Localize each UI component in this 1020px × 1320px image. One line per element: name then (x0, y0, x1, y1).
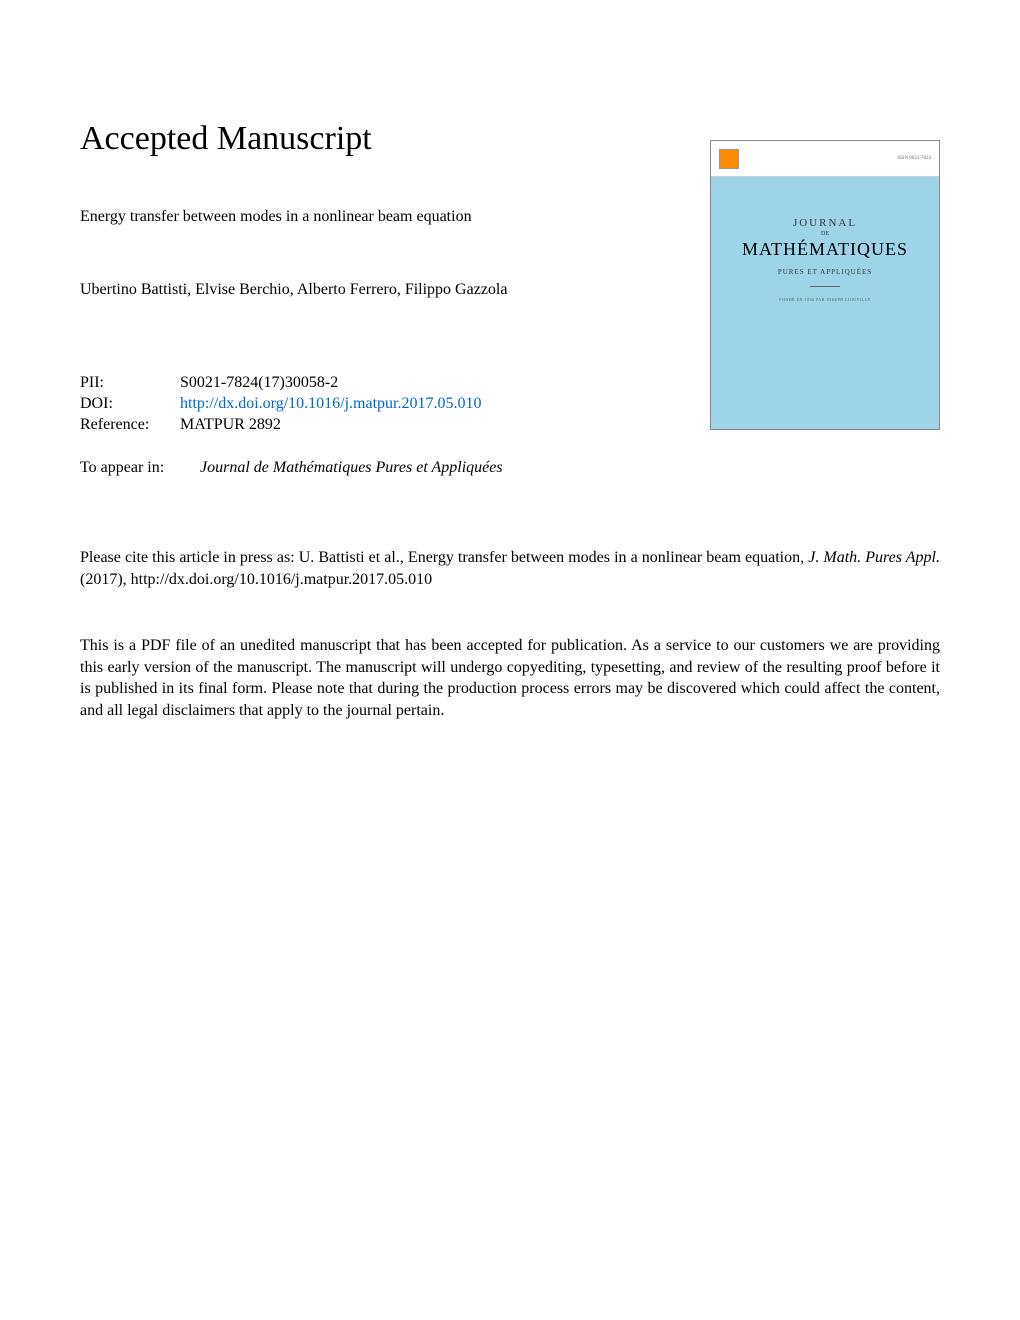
accepted-manuscript-heading: Accepted Manuscript (80, 120, 670, 158)
cover-journal-title: MATHÉMATIQUES (721, 239, 929, 260)
cover-subtitle: PURES ET APPLIQUÉES (721, 268, 929, 276)
pii-value: S0021-7824(17)30058-2 (180, 374, 670, 392)
to-appear-value: Journal de Mathématiques Pures et Appliq… (200, 459, 503, 477)
cover-header: ISSN 0021-7824 (711, 141, 939, 177)
cover-de: DE (721, 231, 929, 237)
citation-journal: J. Math. Pures Appl. (808, 549, 940, 566)
reference-label: Reference: (80, 416, 180, 434)
to-appear-label: To appear in: (80, 459, 200, 477)
cover-founded-text: FONDÉ EN 1836 PAR JOSEPH LIOUVILLE (721, 297, 929, 302)
authors-line: Ubertino Battisti, Elvise Berchio, Alber… (80, 281, 670, 299)
metadata-table: PII: S0021-7824(17)30058-2 DOI: http://d… (80, 374, 670, 434)
citation-suffix: (2017), http://dx.doi.org/10.1016/j.matp… (80, 571, 432, 588)
doi-link[interactable]: http://dx.doi.org/10.1016/j.matpur.2017.… (180, 395, 670, 413)
disclaimer-text: This is a PDF file of an unedited manusc… (80, 635, 940, 721)
doi-row: DOI: http://dx.doi.org/10.1016/j.matpur.… (80, 395, 670, 413)
cover-body: JOURNAL DE MATHÉMATIQUES PURES ET APPLIQ… (711, 177, 939, 312)
cover-divider (810, 286, 840, 287)
cover-issn: ISSN 0021-7824 (897, 156, 931, 161)
cover-journal-word: JOURNAL (721, 217, 929, 229)
reference-value: MATPUR 2892 (180, 416, 670, 434)
reference-row: Reference: MATPUR 2892 (80, 416, 670, 434)
pii-row: PII: S0021-7824(17)30058-2 (80, 374, 670, 392)
citation-prefix: Please cite this article in press as: U.… (80, 549, 808, 566)
article-title: Energy transfer between modes in a nonli… (80, 208, 670, 226)
doi-label: DOI: (80, 395, 180, 413)
pii-label: PII: (80, 374, 180, 392)
journal-cover-thumbnail: ISSN 0021-7824 JOURNAL DE MATHÉMATIQUES … (710, 140, 940, 430)
citation-text: Please cite this article in press as: U.… (80, 547, 940, 590)
to-appear-row: To appear in: Journal de Mathématiques P… (80, 459, 670, 477)
elsevier-logo-icon (719, 149, 739, 169)
